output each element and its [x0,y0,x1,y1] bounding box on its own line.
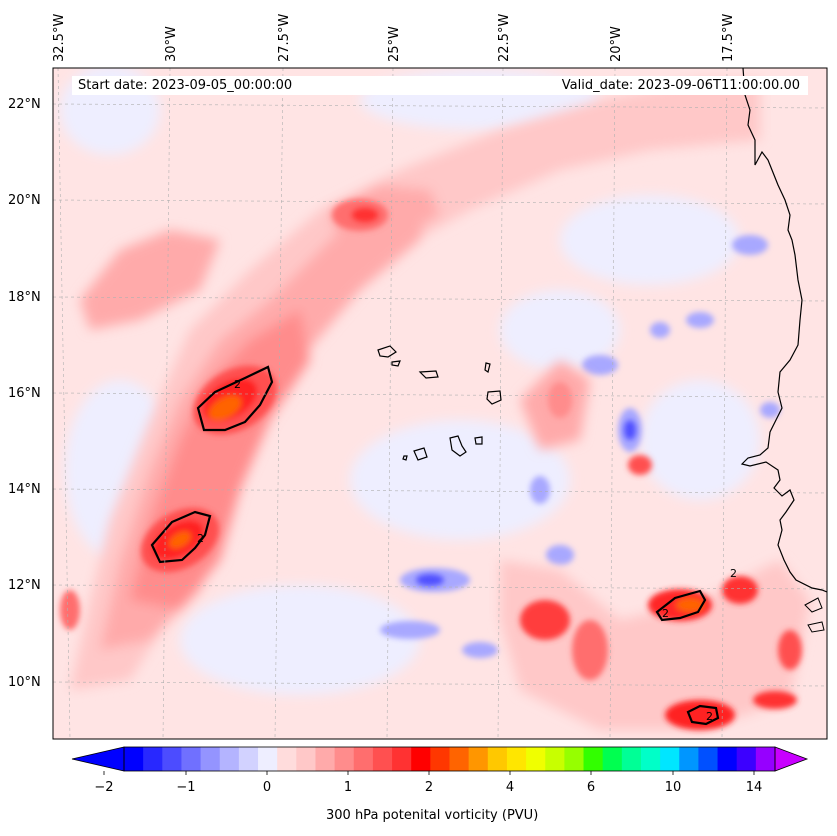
lon-label-22-5w: 22.5°W [497,13,512,62]
colorbar-segment [430,747,451,771]
colorbar-segment [372,747,393,771]
lon-label-17-5w: 17.5°W [721,13,736,62]
colorbar-segment [679,747,700,771]
lon-label-32-5w: 32.5°W [52,13,67,62]
colorbar-segment [660,747,680,771]
date-banner [72,76,808,95]
map-frame [52,67,828,740]
colorbar-segment [277,747,297,771]
contour-label: 2 [706,710,713,723]
colorbar-segment [392,747,412,771]
colorbar-segment [602,747,623,771]
lon-label-30w: 30°W [164,26,179,62]
colorbar-segment [143,747,163,771]
contour-label: 2 [234,378,241,391]
colorbar-segment [564,747,585,771]
colorbar-segment [698,747,719,771]
colorbar-segment [258,747,278,771]
lat-label-22n: 22°N [8,97,41,112]
colorbar [71,746,809,775]
lon-label-27-5w: 27.5°W [277,13,292,62]
cape-verde-islands [377,345,502,461]
lat-label-12n: 12°N [8,578,41,593]
colorbar-tick: 14 [745,780,763,795]
lat-label-20n: 20°N [8,193,41,208]
colorbar-segment [545,747,565,771]
colorbar-tick: 1 [343,780,353,795]
colorbar-segment [755,747,776,771]
contour-label: 2 [730,567,737,580]
colorbar-segment [468,747,489,771]
colorbar-tick: −2 [94,780,114,795]
graticule [53,68,827,739]
colorbar-tick: 10 [664,780,682,795]
colorbar-frame [123,746,776,772]
pv-2-contours [150,365,720,726]
colorbar-segment [487,747,508,771]
contour-labels: 2 2 2 2 2 [197,378,737,723]
colorbar-segment [124,747,144,771]
colorbar-min-extension [71,746,125,772]
positive-pv-cores [60,199,802,730]
colorbar-segment [583,747,604,771]
contour-label: 2 [197,532,204,545]
colorbar-segment [181,747,202,771]
contour-label: 2 [662,607,669,620]
colorbar-segment [640,747,661,771]
colorbar-tick: 2 [424,780,434,795]
africa-coastline [740,68,827,593]
colorbar-tick: 6 [586,780,596,795]
lat-label-18n: 18°N [8,290,41,305]
colorbar-segment [717,747,738,771]
colorbar-max-extension [774,746,809,772]
colorbar-tick: 0 [262,780,272,795]
colorbar-segment [315,747,336,771]
colorbar-segment [736,747,757,771]
valid-date: Valid_date: 2023-09-06T11:00:00.00 [561,78,800,93]
lon-label-20w: 20°W [609,26,624,62]
colorbar-segment [449,747,470,771]
lat-label-10n: 10°N [8,675,41,690]
colorbar-segment [506,747,527,771]
start-date: Start date: 2023-09-05_00:00:00 [78,78,293,93]
colorbar-tick: −1 [176,780,196,795]
colorbar-segment [296,747,317,771]
colorbar-tick: 4 [505,780,515,795]
colorbar-segment [200,747,221,771]
colorbar-segment [621,747,642,771]
lon-label-25w: 25°W [387,26,402,62]
colorbar-segment [526,747,546,771]
lat-label-16n: 16°N [8,386,41,401]
colorbar-segment [238,747,259,771]
colorbar-segment [162,747,183,771]
lat-label-14n: 14°N [8,482,41,497]
colorbar-segment [219,747,240,771]
colorbar-segment [411,747,431,771]
colorbar-segment [353,747,374,771]
colorbar-segment [334,747,355,771]
colorbar-title: 300 hPa potenital vorticity (PVU) [326,808,539,823]
